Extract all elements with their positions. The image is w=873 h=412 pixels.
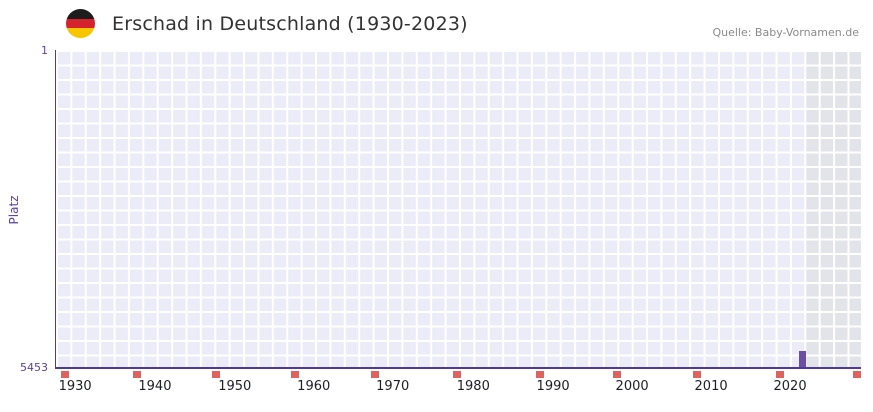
no-data-marker [370,371,379,378]
no-data-marker [291,371,300,378]
x-tick-label: 1960 [297,379,331,394]
x-tick-label: 1940 [138,379,172,394]
no-data-marker [453,371,462,378]
rank-bar [798,351,806,367]
no-data-marker [212,371,221,378]
no-data-marker [775,371,784,378]
x-tick-label: 1980 [456,379,490,394]
grid-lines [56,50,861,369]
no-data-marker [536,371,545,378]
no-data-marker [612,371,621,378]
flag-stripe-black [66,9,95,19]
chart-header: Erschad in Deutschland (1930-2023) Quell… [0,0,873,48]
german-flag-icon [66,9,95,38]
y-axis-max-label: 1 [41,44,48,57]
flag-stripe-gold [66,28,95,38]
x-tick-label: 2000 [615,379,649,394]
x-tick-label: 2020 [773,379,807,394]
x-tick-label: 1950 [218,379,252,394]
flag-stripe-red [66,18,95,29]
no-data-marker [692,371,701,378]
x-tick-label: 1990 [536,379,570,394]
x-tick-label: 1930 [58,379,92,394]
x-tick-label: 1970 [376,379,410,394]
no-data-marker [133,371,142,378]
no-data-marker [852,371,861,378]
y-axis-title: Platz [7,195,21,225]
x-tick-label: 2010 [694,379,728,394]
plot-area [55,50,861,369]
marker-row [55,369,861,379]
x-axis-line [56,367,861,369]
no-data-marker [60,371,69,378]
source-credit: Quelle: Baby-Vornamen.de [712,26,859,39]
x-axis-ticks: 1930 1940 1950 1960 1970 1980 1990 2000 2010 2020 [55,379,861,399]
chart-title: Erschad in Deutschland (1930-2023) [112,13,468,35]
y-axis-min-label: 5453 [20,361,48,374]
